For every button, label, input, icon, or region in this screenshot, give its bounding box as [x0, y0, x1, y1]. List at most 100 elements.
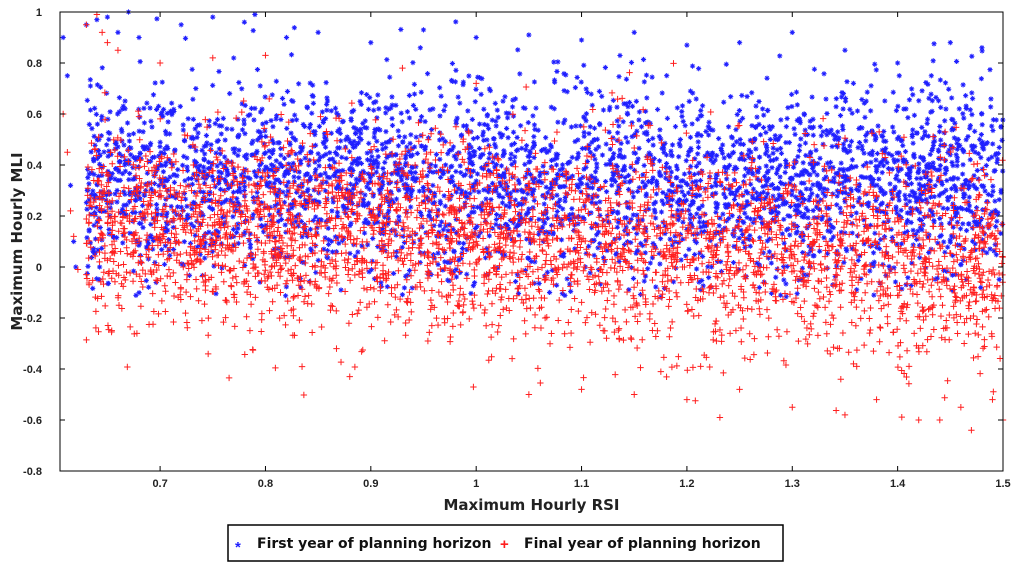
first-year-point	[942, 80, 949, 86]
final-year-point	[294, 185, 301, 193]
first-year-point	[736, 107, 743, 114]
first-year-point	[374, 147, 380, 154]
first-year-point	[816, 206, 822, 212]
first-year-point	[912, 190, 918, 196]
first-year-point	[642, 120, 649, 126]
final-year-point	[449, 271, 456, 278]
first-year-point	[811, 66, 818, 72]
first-year-point	[936, 129, 943, 135]
first-year-point	[634, 159, 640, 165]
final-year-point	[513, 292, 521, 299]
first-year-point	[930, 212, 936, 218]
final-year-point	[283, 277, 291, 284]
first-year-point	[114, 187, 120, 194]
first-year-point	[231, 150, 238, 156]
first-year-point	[892, 184, 898, 190]
final-year-point	[894, 342, 902, 350]
first-year-point	[568, 124, 574, 130]
first-year-point	[763, 163, 769, 169]
first-year-point	[322, 170, 328, 176]
first-year-point	[599, 93, 605, 99]
first-year-point	[864, 89, 870, 95]
first-year-point	[737, 136, 743, 143]
first-year-point	[985, 191, 991, 198]
first-year-point	[155, 103, 162, 109]
first-year-point	[770, 217, 776, 223]
first-year-point	[656, 169, 662, 175]
first-year-point	[660, 189, 666, 196]
first-year-point	[763, 129, 769, 136]
first-year-point	[531, 180, 537, 186]
first-year-point	[569, 173, 576, 179]
first-year-point	[514, 134, 520, 141]
first-year-point	[728, 134, 735, 140]
first-year-point	[334, 213, 341, 219]
first-year-point	[343, 137, 349, 143]
final-year-point	[972, 255, 979, 262]
first-year-point	[223, 179, 229, 185]
first-year-point	[537, 173, 543, 179]
first-year-point	[830, 131, 836, 138]
final-year-point	[121, 153, 128, 161]
final-year-point	[211, 181, 218, 188]
first-year-point	[417, 260, 423, 266]
first-year-point	[720, 211, 726, 217]
final-year-point	[291, 223, 298, 231]
first-year-point	[313, 166, 319, 173]
first-year-point	[833, 133, 839, 140]
first-year-point	[555, 151, 561, 158]
final-year-point	[851, 267, 858, 275]
first-year-point	[668, 203, 674, 209]
first-year-point	[126, 132, 132, 138]
first-year-point	[663, 164, 669, 170]
final-year-point	[565, 319, 572, 326]
first-year-point	[597, 281, 603, 287]
first-year-point	[486, 155, 492, 161]
first-year-point	[107, 130, 113, 136]
first-year-point	[406, 267, 413, 274]
first-year-point	[323, 179, 329, 185]
first-year-point	[234, 229, 240, 236]
first-year-point	[145, 241, 152, 247]
first-year-point	[377, 190, 383, 196]
first-year-point	[322, 144, 329, 150]
first-year-point	[181, 137, 188, 143]
first-year-point	[366, 186, 372, 192]
first-year-point	[794, 211, 800, 217]
final-year-point	[437, 254, 444, 261]
first-year-point	[298, 218, 304, 225]
first-year-point	[384, 284, 390, 290]
first-year-point	[583, 164, 589, 170]
first-year-point	[378, 280, 384, 286]
final-year-point	[726, 330, 734, 337]
first-year-point	[769, 124, 775, 130]
first-year-point	[84, 235, 90, 241]
first-year-point	[641, 278, 647, 284]
first-year-point	[766, 249, 773, 255]
first-year-point	[162, 243, 168, 249]
first-year-point	[881, 234, 888, 240]
first-year-point	[414, 150, 420, 157]
first-year-point	[748, 181, 754, 187]
final-year-point	[966, 150, 973, 157]
first-year-point	[625, 204, 631, 210]
first-year-point	[931, 41, 937, 47]
first-year-point	[323, 80, 329, 86]
first-year-point	[473, 181, 479, 187]
final-year-point	[399, 219, 407, 226]
first-year-point	[847, 143, 853, 149]
first-year-point	[427, 208, 433, 214]
final-year-point	[240, 259, 247, 266]
first-year-point	[515, 177, 521, 183]
first-year-point	[363, 217, 369, 223]
final-year-point	[894, 292, 901, 299]
first-year-point	[529, 191, 536, 198]
first-year-point	[787, 232, 793, 238]
first-year-point	[850, 203, 856, 210]
first-year-point	[288, 52, 295, 58]
first-year-point	[403, 273, 409, 279]
first-year-point	[927, 187, 933, 194]
final-year-point	[159, 206, 166, 213]
first-year-point	[313, 214, 319, 220]
final-year-point	[254, 223, 262, 230]
